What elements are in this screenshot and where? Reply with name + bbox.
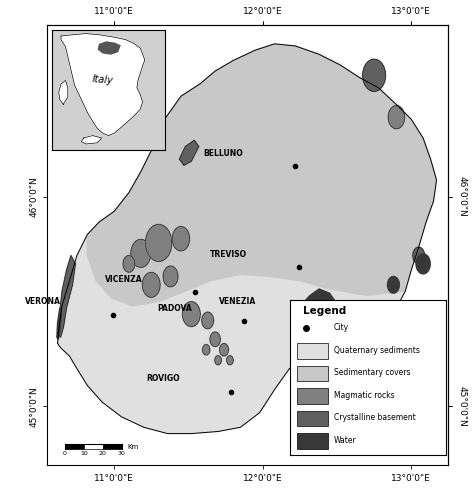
Text: ROVIGO: ROVIGO	[146, 374, 179, 384]
Text: TREVISO: TREVISO	[210, 250, 247, 258]
Bar	[296, 366, 328, 382]
Text: 10: 10	[80, 452, 88, 456]
Text: BELLUNO: BELLUNO	[203, 149, 243, 158]
Polygon shape	[123, 256, 135, 272]
Text: Italy: Italy	[92, 74, 114, 86]
Bar	[84, 444, 103, 450]
Polygon shape	[300, 289, 340, 344]
Polygon shape	[202, 344, 210, 355]
Polygon shape	[227, 356, 233, 365]
Bar	[296, 344, 328, 359]
Bar	[296, 388, 328, 404]
Text: Legend: Legend	[303, 306, 346, 316]
Polygon shape	[304, 364, 343, 406]
Polygon shape	[98, 42, 120, 54]
Polygon shape	[172, 226, 190, 251]
Text: Km: Km	[127, 444, 139, 450]
Text: VENEZIA: VENEZIA	[219, 298, 256, 306]
Polygon shape	[52, 30, 165, 150]
Polygon shape	[61, 34, 145, 136]
Bar	[65, 444, 84, 450]
Text: PADOVA: PADOVA	[157, 304, 192, 312]
Polygon shape	[215, 356, 221, 365]
Text: 20: 20	[99, 452, 107, 456]
Polygon shape	[202, 312, 214, 329]
Polygon shape	[58, 234, 405, 434]
Text: VERONA: VERONA	[25, 298, 61, 306]
Polygon shape	[388, 106, 405, 129]
Polygon shape	[183, 302, 200, 326]
Text: Quaternary sediments: Quaternary sediments	[334, 346, 420, 355]
Polygon shape	[143, 272, 160, 297]
Polygon shape	[413, 247, 424, 264]
Polygon shape	[179, 140, 199, 166]
Polygon shape	[59, 80, 68, 104]
Polygon shape	[388, 276, 399, 293]
Text: Magmatic rocks: Magmatic rocks	[334, 391, 395, 400]
Bar	[296, 411, 328, 426]
Polygon shape	[87, 44, 437, 306]
Text: Crystalline basement: Crystalline basement	[334, 414, 416, 422]
Text: Sedimentary covers: Sedimentary covers	[334, 368, 410, 378]
Bar	[103, 444, 122, 450]
Polygon shape	[210, 332, 220, 346]
Text: City: City	[334, 324, 349, 332]
Text: Water: Water	[334, 436, 357, 445]
Text: VICENZA: VICENZA	[105, 275, 143, 284]
Polygon shape	[131, 240, 151, 268]
Polygon shape	[163, 266, 178, 287]
Polygon shape	[58, 256, 76, 337]
Text: 30: 30	[118, 452, 126, 456]
Bar	[296, 434, 328, 449]
Polygon shape	[145, 224, 172, 262]
Polygon shape	[416, 254, 430, 274]
Text: 0: 0	[63, 452, 67, 456]
Polygon shape	[57, 308, 61, 340]
Polygon shape	[362, 59, 386, 92]
Polygon shape	[81, 136, 102, 144]
Polygon shape	[219, 344, 228, 356]
